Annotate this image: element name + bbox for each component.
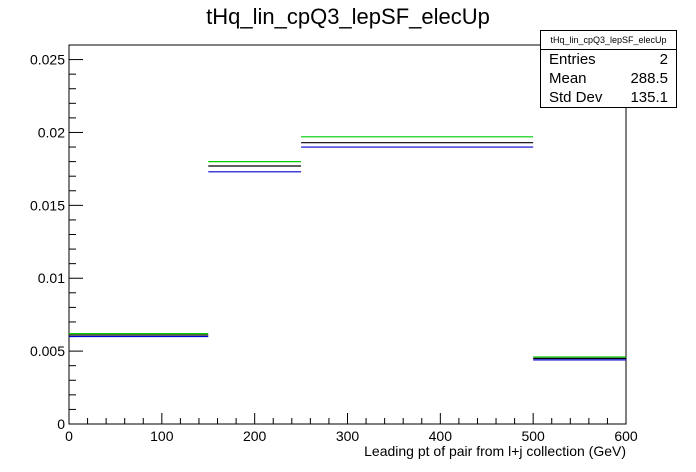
stats-label: Entries — [549, 51, 596, 68]
x-tick-label: 400 — [429, 428, 453, 444]
x-tick-label: 100 — [150, 428, 174, 444]
x-tick-label: 500 — [521, 428, 545, 444]
y-tick-label: 0 — [57, 416, 65, 432]
stats-label: Std Dev — [549, 89, 603, 106]
stats-value: 135.1 — [630, 89, 668, 106]
stats-row-mean: Mean 288.5 — [541, 69, 676, 88]
stats-label: Mean — [549, 70, 587, 87]
y-tick-label: 0.025 — [30, 52, 65, 68]
stats-title: tHq_lin_cpQ3_lepSF_elecUp — [541, 31, 676, 50]
stats-row-entries: Entries 2 — [541, 50, 676, 69]
stats-value: 2 — [659, 51, 668, 68]
y-tick-label: 0.02 — [38, 124, 65, 140]
stats-box: tHq_lin_cpQ3_lepSF_elecUp Entries 2 Mean… — [540, 30, 677, 108]
y-tick-label: 0.01 — [38, 270, 65, 286]
stats-row-stddev: Std Dev 135.1 — [541, 88, 676, 107]
x-tick-label: 600 — [614, 428, 638, 444]
y-tick-label: 0.015 — [30, 197, 65, 213]
x-axis-label: Leading pt of pair from l+j collection (… — [364, 443, 626, 459]
stats-value: 288.5 — [630, 70, 668, 87]
x-tick-label: 200 — [243, 428, 267, 444]
chart-title: tHq_lin_cpQ3_lepSF_elecUp — [206, 4, 490, 29]
x-tick-label: 0 — [65, 428, 73, 444]
x-tick-label: 300 — [336, 428, 360, 444]
y-tick-label: 0.005 — [30, 343, 65, 359]
